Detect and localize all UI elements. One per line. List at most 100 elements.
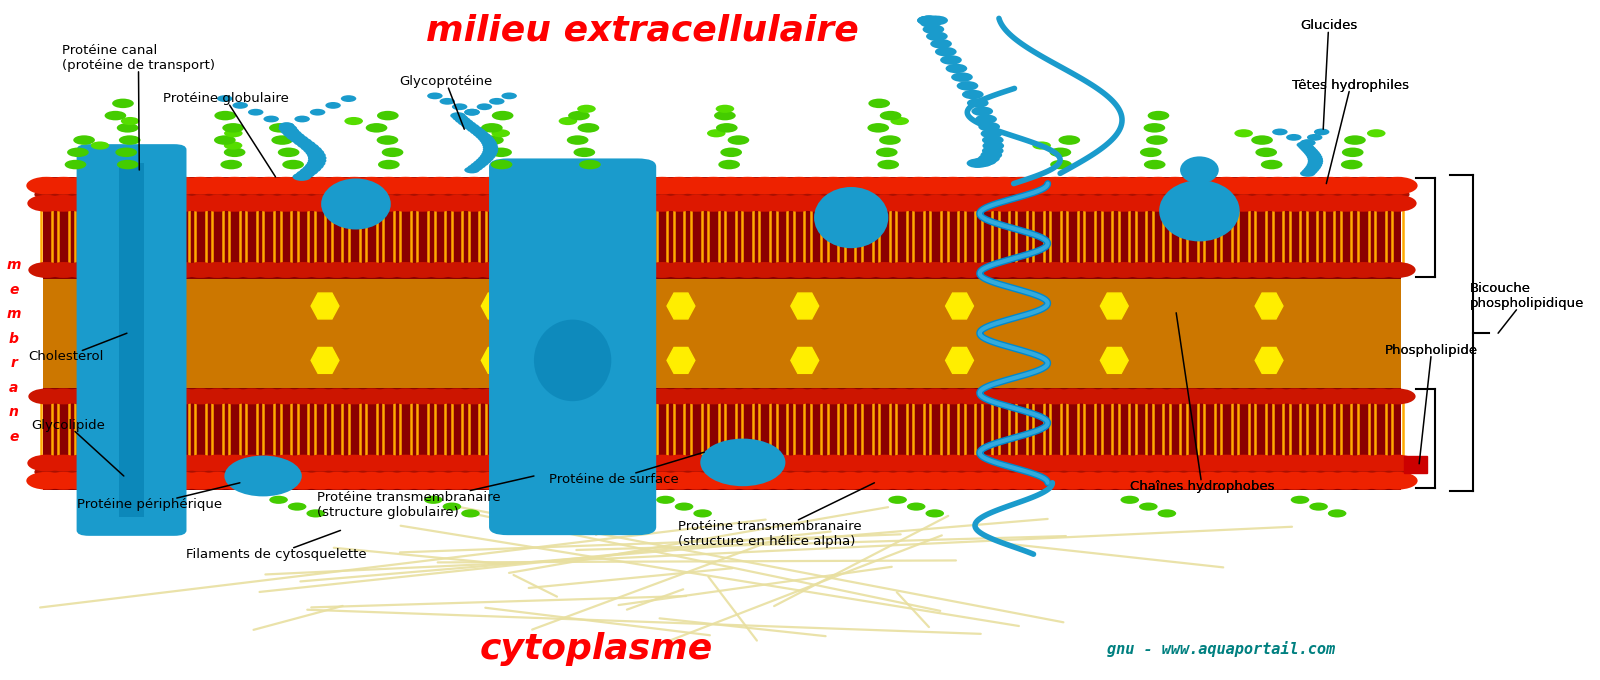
Circle shape xyxy=(165,195,202,211)
Circle shape xyxy=(421,455,459,471)
Circle shape xyxy=(821,466,845,477)
Circle shape xyxy=(678,262,715,278)
Circle shape xyxy=(96,388,133,405)
Circle shape xyxy=(579,160,600,169)
Circle shape xyxy=(1342,177,1384,194)
Circle shape xyxy=(1155,472,1195,490)
Circle shape xyxy=(952,262,989,278)
Circle shape xyxy=(962,90,984,99)
Circle shape xyxy=(728,455,766,471)
Circle shape xyxy=(27,195,66,211)
Circle shape xyxy=(1003,262,1040,278)
Circle shape xyxy=(728,195,766,211)
Circle shape xyxy=(1077,466,1102,477)
Circle shape xyxy=(803,189,829,200)
Circle shape xyxy=(1104,195,1142,211)
Circle shape xyxy=(1050,160,1072,169)
Circle shape xyxy=(1346,388,1381,405)
Circle shape xyxy=(950,72,973,82)
Circle shape xyxy=(915,177,955,194)
Circle shape xyxy=(933,177,973,194)
Circle shape xyxy=(1208,195,1245,211)
Circle shape xyxy=(216,455,254,471)
Circle shape xyxy=(248,177,290,194)
Polygon shape xyxy=(790,347,819,373)
Circle shape xyxy=(266,472,306,490)
Ellipse shape xyxy=(322,179,390,230)
Circle shape xyxy=(189,189,213,200)
Circle shape xyxy=(1379,262,1416,278)
Circle shape xyxy=(974,156,997,166)
Bar xyxy=(43,177,1400,490)
Circle shape xyxy=(856,466,880,477)
Text: Têtes hydrophiles: Têtes hydrophiles xyxy=(1293,78,1410,92)
Circle shape xyxy=(506,177,546,194)
Circle shape xyxy=(1139,148,1162,157)
Circle shape xyxy=(1378,472,1418,490)
Circle shape xyxy=(573,472,614,490)
Circle shape xyxy=(608,455,646,471)
Bar xyxy=(43,279,1400,388)
Circle shape xyxy=(907,503,925,511)
Circle shape xyxy=(482,141,498,148)
Circle shape xyxy=(1173,455,1211,471)
Circle shape xyxy=(214,177,254,194)
Circle shape xyxy=(1242,195,1280,211)
Circle shape xyxy=(1094,189,1118,200)
Circle shape xyxy=(685,466,709,477)
Circle shape xyxy=(112,177,152,194)
Circle shape xyxy=(797,455,835,471)
Circle shape xyxy=(984,472,1024,490)
Circle shape xyxy=(501,92,517,99)
Circle shape xyxy=(118,135,141,145)
Circle shape xyxy=(286,133,306,141)
Circle shape xyxy=(454,195,493,211)
Circle shape xyxy=(779,472,819,490)
Text: Chaînes hydrophobes: Chaînes hydrophobes xyxy=(1130,479,1274,493)
Text: milieu extracellulaire: milieu extracellulaire xyxy=(426,14,859,48)
Circle shape xyxy=(1360,177,1400,194)
Circle shape xyxy=(438,388,475,405)
Circle shape xyxy=(366,123,387,133)
Circle shape xyxy=(470,128,485,135)
Circle shape xyxy=(890,466,914,477)
Circle shape xyxy=(78,177,118,194)
Circle shape xyxy=(813,177,853,194)
Circle shape xyxy=(915,472,955,490)
Circle shape xyxy=(877,160,899,169)
Circle shape xyxy=(461,509,480,517)
Circle shape xyxy=(1294,388,1330,405)
Circle shape xyxy=(1317,189,1341,200)
Circle shape xyxy=(1259,388,1296,405)
Circle shape xyxy=(1299,466,1325,477)
Circle shape xyxy=(982,146,1003,156)
Circle shape xyxy=(1208,262,1245,278)
Circle shape xyxy=(1146,135,1168,145)
Circle shape xyxy=(94,472,134,490)
Circle shape xyxy=(29,388,64,405)
Circle shape xyxy=(234,388,270,405)
Circle shape xyxy=(830,177,870,194)
Circle shape xyxy=(610,262,646,278)
Circle shape xyxy=(307,154,326,162)
Ellipse shape xyxy=(534,320,611,401)
Circle shape xyxy=(875,148,898,157)
Circle shape xyxy=(1344,135,1366,145)
Circle shape xyxy=(307,151,326,159)
Circle shape xyxy=(490,455,528,471)
Circle shape xyxy=(1072,262,1107,278)
Text: Glycoprotéine: Glycoprotéine xyxy=(400,75,493,129)
Text: Glucides: Glucides xyxy=(1301,19,1357,33)
Polygon shape xyxy=(667,347,694,373)
Circle shape xyxy=(693,509,712,517)
Circle shape xyxy=(438,262,475,278)
Circle shape xyxy=(1291,177,1333,194)
Circle shape xyxy=(298,141,315,149)
Circle shape xyxy=(130,472,170,490)
Circle shape xyxy=(1362,388,1398,405)
Circle shape xyxy=(992,466,1016,477)
Circle shape xyxy=(787,466,811,477)
Circle shape xyxy=(411,189,435,200)
Circle shape xyxy=(1328,388,1365,405)
Ellipse shape xyxy=(224,456,302,496)
